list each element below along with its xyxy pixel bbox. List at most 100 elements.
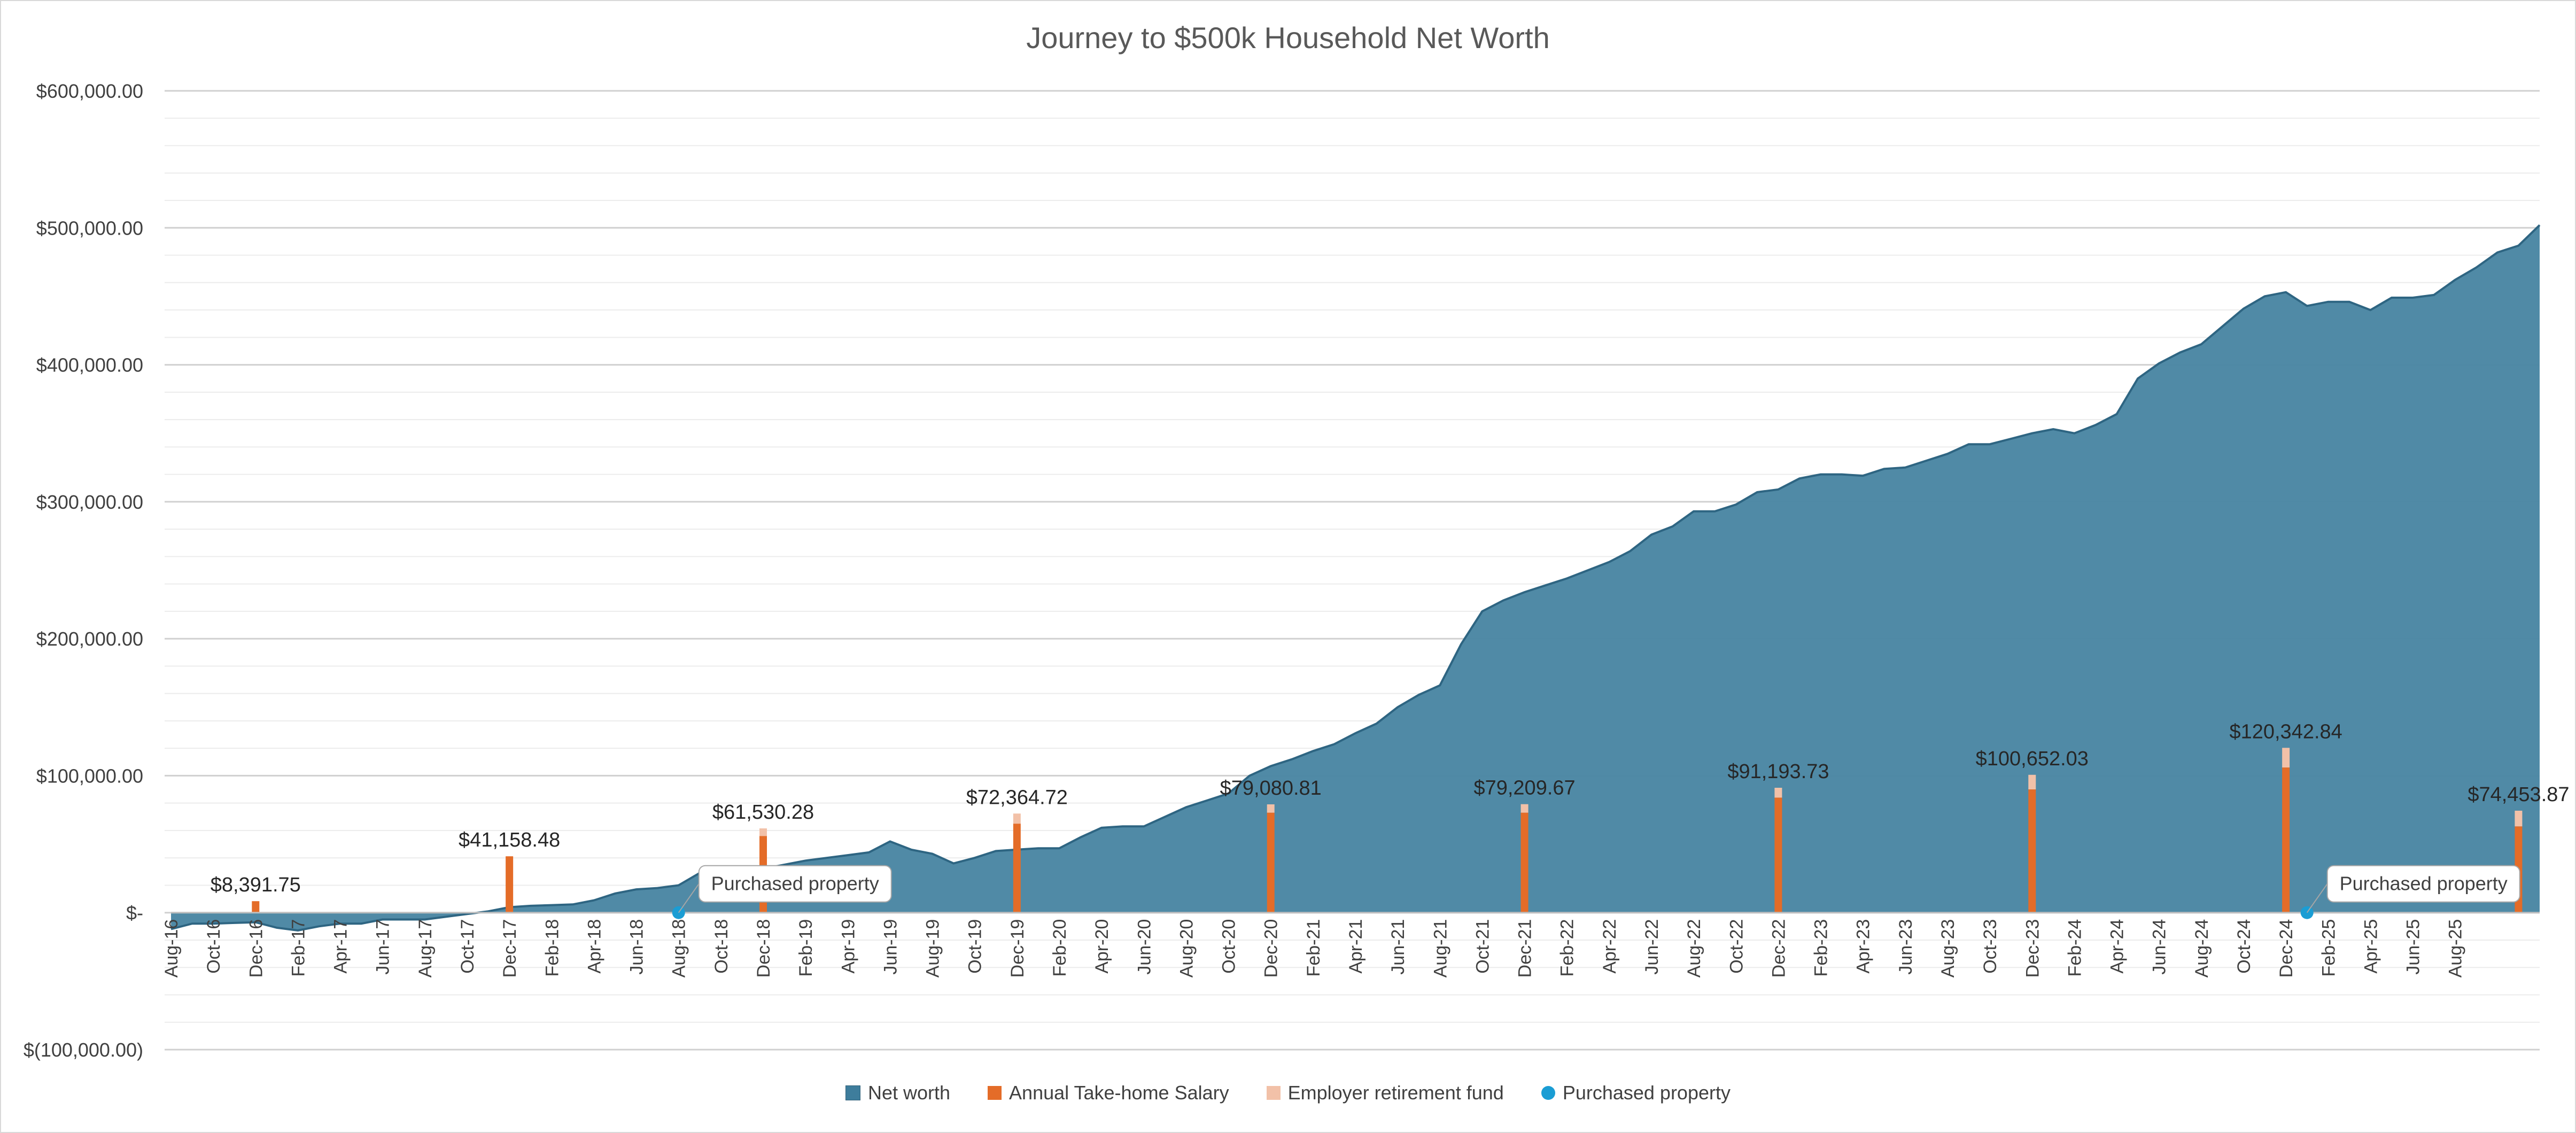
y-tick-label: $300,000.00 xyxy=(36,491,143,513)
salary-bar xyxy=(2028,789,2036,913)
x-tick-label: Aug-21 xyxy=(1430,919,1450,978)
axis-layer: $600,000.00 $500,000.00 $400,000.00 $300,00… xyxy=(24,80,2540,1061)
retirement-bar xyxy=(1267,804,1275,813)
legend-item-net-worth[interactable]: Net worth xyxy=(845,1082,950,1104)
legend-label: Net worth xyxy=(867,1082,951,1104)
x-tick-label: Jun-17 xyxy=(373,919,393,975)
x-tick-label: Apr-17 xyxy=(331,919,351,974)
x-tick-label: Feb-24 xyxy=(2065,919,2085,977)
x-tick-label: Dec-23 xyxy=(2022,919,2043,978)
legend-label: Annual Take-home Salary xyxy=(1009,1082,1229,1104)
salary-data-label: $72,364.72 xyxy=(966,786,1068,809)
legend-swatch-property xyxy=(1541,1086,1555,1100)
callout-leader xyxy=(678,883,700,913)
y-tick-label: $600,000.00 xyxy=(36,80,143,102)
x-tick-label: Feb-23 xyxy=(1811,919,1832,977)
x-tick-label: Oct-23 xyxy=(1980,919,2000,974)
x-tick-label: Aug-23 xyxy=(1938,919,1958,978)
x-tick-label: Oct-19 xyxy=(965,919,986,974)
salary-bar xyxy=(1774,797,1782,913)
x-tick-label: Dec-22 xyxy=(1768,919,1789,978)
x-tick-label: Dec-16 xyxy=(246,919,266,978)
callout-leader xyxy=(2306,883,2328,913)
y-tick-label: $100,000.00 xyxy=(36,765,143,787)
salary-data-label: $91,193.73 xyxy=(1727,760,1829,783)
x-tick-label: Jun-22 xyxy=(1642,919,1662,975)
legend-item-retirement[interactable]: Employer retirement fund xyxy=(1266,1082,1504,1104)
x-tick-label: Aug-16 xyxy=(161,919,182,978)
salary-bar xyxy=(1267,812,1275,913)
legend-item-property[interactable]: Purchased property xyxy=(1541,1082,1731,1104)
x-tick-label: Feb-19 xyxy=(796,919,816,977)
legend-swatch-net-worth xyxy=(845,1085,860,1100)
x-tick-label: Apr-22 xyxy=(1600,919,1620,974)
legend-item-salary[interactable]: Annual Take-home Salary xyxy=(988,1082,1229,1104)
y-tick-label: $(100,000.00) xyxy=(24,1039,143,1061)
x-tick-label: Aug-24 xyxy=(2192,919,2212,978)
x-tick-label: Jun-23 xyxy=(1896,919,1916,975)
retirement-bar xyxy=(1520,804,1528,813)
legend-swatch-salary xyxy=(988,1086,1002,1100)
salary-bar xyxy=(506,856,514,913)
x-tick-label: Jun-24 xyxy=(2150,919,2170,975)
x-tick-label: Apr-24 xyxy=(2107,919,2128,974)
x-tick-label: Jun-25 xyxy=(2403,919,2424,975)
x-tick-label: Feb-21 xyxy=(1303,919,1324,977)
retirement-bar xyxy=(2515,810,2523,827)
x-tick-label: Aug-19 xyxy=(923,919,943,978)
x-tick-label: Jun-19 xyxy=(880,919,901,975)
salary-bar xyxy=(2282,767,2290,913)
x-tick-label: Dec-24 xyxy=(2276,919,2296,978)
salary-data-label: $61,530.28 xyxy=(712,801,814,824)
x-tick-label: Apr-18 xyxy=(584,919,604,974)
x-tick-label: Oct-20 xyxy=(1219,919,1239,974)
x-tick-label: Aug-17 xyxy=(415,919,436,978)
salary-data-label: $74,453.87 xyxy=(2468,783,2569,806)
y-tick-label: $400,000.00 xyxy=(36,354,143,376)
salary-bar xyxy=(1013,824,1021,913)
retirement-bar xyxy=(2282,748,2290,768)
x-tick-label: Feb-20 xyxy=(1050,919,1070,977)
retirement-bar xyxy=(759,828,767,836)
x-tick-label: Apr-25 xyxy=(2361,919,2381,974)
salary-data-label: $79,080.81 xyxy=(1220,777,1322,800)
legend-swatch-retirement xyxy=(1266,1086,1281,1100)
salary-bar xyxy=(1520,812,1528,913)
retirement-bar xyxy=(1013,813,1021,824)
area-layer xyxy=(170,224,2541,932)
x-tick-label: Oct-17 xyxy=(457,919,478,974)
x-tick-label: Aug-18 xyxy=(669,919,689,978)
legend-label: Purchased property xyxy=(1562,1082,1731,1104)
x-tick-label: Dec-20 xyxy=(1261,919,1282,978)
x-tick-label: Jun-21 xyxy=(1388,919,1408,975)
label-layer: $8,391.75 $41,158.48 $61,530.28 $72,364.72 $… xyxy=(211,720,2570,919)
salary-data-label: $120,342.84 xyxy=(2229,720,2342,743)
x-tick-label: Feb-25 xyxy=(2318,919,2339,977)
x-tick-label: Oct-21 xyxy=(1472,919,1493,974)
x-tick-label: Oct-24 xyxy=(2234,919,2254,974)
x-tick-label: Jun-20 xyxy=(1134,919,1154,975)
x-tick-label: Oct-16 xyxy=(204,919,224,974)
purchased-property-label: Purchased property xyxy=(711,873,879,895)
x-tick-label: Aug-25 xyxy=(2446,919,2466,978)
x-tick-label: Jun-18 xyxy=(627,919,647,975)
net-worth-area xyxy=(171,225,2540,931)
x-tick-label: Feb-17 xyxy=(288,919,308,977)
legend: Net worth Annual Take-home Salary Employ… xyxy=(0,1082,2576,1104)
x-tick-label: Dec-18 xyxy=(754,919,774,978)
y-tick-label: $- xyxy=(126,902,143,924)
salary-data-label: $79,209.67 xyxy=(1473,777,1575,800)
purchased-property-label: Purchased property xyxy=(2340,873,2508,895)
chart-title: Journey to $500k Household Net Worth xyxy=(1026,21,1550,55)
x-tick-label: Apr-19 xyxy=(838,919,858,974)
salary-data-label: $8,391.75 xyxy=(211,874,301,896)
x-tick-label: Feb-18 xyxy=(542,919,562,977)
x-tick-label: Apr-20 xyxy=(1092,919,1112,974)
x-tick-label: Apr-21 xyxy=(1346,919,1366,974)
legend-label: Employer retirement fund xyxy=(1287,1082,1504,1104)
callout-box xyxy=(2326,865,2520,903)
x-tick-label: Dec-19 xyxy=(1007,919,1028,978)
x-tick-label: Apr-23 xyxy=(1853,919,1874,974)
retirement-bar xyxy=(2028,774,2036,790)
